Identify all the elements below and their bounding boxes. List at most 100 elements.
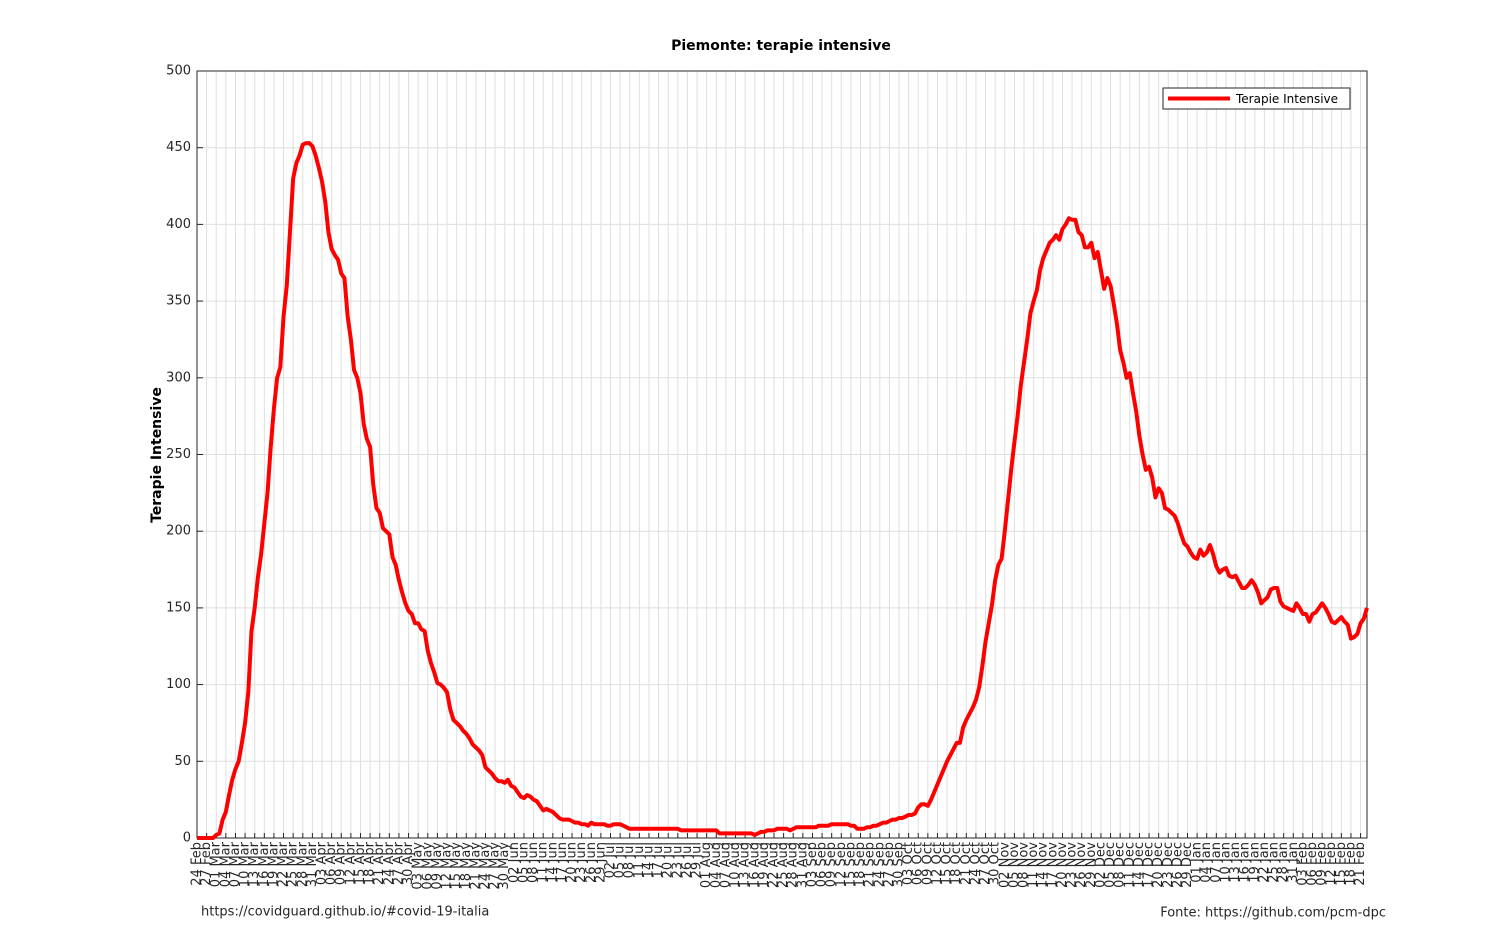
x-tick-label: 23 Jul (670, 842, 685, 878)
x-tick-label: 21 Feb (1353, 842, 1368, 886)
x-tick-label: 29 Dec (1180, 842, 1195, 888)
x-tick-label: 21 Sep (863, 842, 878, 887)
x-tick-label: 24 May (478, 842, 493, 890)
x-tick-label: 16 Jan (1238, 842, 1253, 883)
y-tick-label: 300 (166, 370, 191, 385)
x-tick-label: 21 Oct (959, 842, 974, 885)
x-tick-label: 22 Mar (276, 841, 291, 887)
y-tick-label: 100 (166, 677, 191, 692)
x-tick-label: 02 Dec (1093, 842, 1108, 888)
x-tick-label: 17 Dec (1142, 842, 1157, 888)
x-tick-label: 29 Jun (593, 842, 608, 883)
x-tick-label: 26 Nov (1074, 842, 1089, 888)
x-tick-label: 30 Apr (401, 841, 416, 885)
x-tick-label: 27 Sep (882, 842, 897, 887)
x-tick-label: 13 Jan (1228, 842, 1243, 883)
x-tick-label: 08 Dec (1113, 842, 1128, 888)
x-tick-label: 03 May (411, 842, 426, 890)
x-tick-label: 30 Sep (892, 842, 907, 887)
x-tick-label: 28 Jan (1276, 842, 1291, 883)
y-tick-label: 400 (166, 217, 191, 232)
x-tick-label: 12 Feb (1324, 842, 1339, 886)
x-tick-label: 04 Mar (218, 841, 233, 887)
y-tick-label: 450 (166, 140, 191, 155)
x-tick-label: 15 Apr (353, 841, 368, 885)
x-tick-label: 04 Jan (1199, 842, 1214, 883)
y-tick-label: 150 (166, 600, 191, 615)
x-tick-label: 17 Jul (651, 842, 666, 878)
x-tick-label: 13 Aug (738, 842, 753, 888)
x-tick-label: 22 Aug (766, 842, 781, 888)
x-tick-label: 11 Jul (632, 842, 647, 878)
x-tick-label: 23 Nov (1065, 842, 1080, 888)
x-tick-label: 20 Jun (565, 842, 580, 883)
x-tick-label: 21 May (468, 842, 483, 890)
x-tick-label: 24 Feb (190, 842, 205, 886)
x-tick-label: 25 Mar (286, 841, 301, 887)
x-tick-label: 14 Jul (641, 842, 656, 878)
x-tick-label: 03 Oct (901, 842, 916, 885)
footer-right: Fonte: https://github.com/pcm-dpc (1160, 906, 1386, 921)
x-tick-label: 24 Oct (968, 842, 983, 885)
x-tick-label: 09 Sep (824, 842, 839, 887)
x-tick-label: 03 Sep (805, 842, 820, 887)
x-tick-label: 31 Aug (795, 842, 810, 888)
x-tick-label: 17 Nov (1045, 842, 1060, 888)
y-tick-label: 50 (174, 754, 191, 769)
x-tick-label: 25 Jan (1267, 842, 1282, 883)
x-tick-label: 31 Mar (305, 841, 320, 887)
x-tick-label: 12 Apr (343, 841, 358, 885)
x-tick-label: 25 Aug (776, 842, 791, 888)
x-tick-label: 29 Jul (690, 842, 705, 878)
x-tick-label: 05 Nov (1007, 842, 1022, 888)
x-tick-label: 05 Dec (1103, 842, 1118, 888)
y-tick-label: 0 (183, 831, 191, 846)
x-tick-label: 05 Jul (613, 842, 628, 878)
x-tick-label: 30 May (497, 842, 512, 890)
x-tick-label: 07 Jan (1209, 842, 1224, 883)
x-tick-label: 03 Apr (315, 841, 330, 885)
x-tick-label: 10 Aug (728, 842, 743, 888)
y-tick-label: 350 (166, 294, 191, 309)
x-tick-label: 08 Jun (526, 842, 541, 883)
x-tick-label: 28 Mar (295, 841, 310, 887)
x-tick-label: 07 Aug (718, 842, 733, 888)
y-tick-label: 200 (166, 524, 191, 539)
x-tick-label: 18 Feb (1343, 842, 1358, 886)
x-tick-label: 06 Apr (324, 841, 339, 885)
x-tick-label: 05 Jun (516, 842, 531, 883)
x-tick-label: 04 Aug (709, 842, 724, 888)
x-tick-label: 14 Nov (1036, 842, 1051, 888)
footer-left: https://covidguard.github.io/#covid-19-i… (201, 905, 489, 920)
x-tick-label: 15 Sep (843, 842, 858, 887)
x-tick-label: 10 Jan (1218, 842, 1233, 883)
y-tick-label: 250 (166, 447, 191, 462)
x-tick-label: 17 Jun (555, 842, 570, 883)
x-tick-label: 23 Jun (574, 842, 589, 883)
x-tick-label: 13 Mar (247, 841, 262, 887)
x-tick-label: 15 Oct (940, 842, 955, 885)
x-tick-label: 11 Nov (1026, 842, 1041, 888)
x-tick-label: 08 Nov (1017, 842, 1032, 888)
x-tick-label: 11 Jun (536, 842, 551, 883)
x-tick-label: 27 Feb (199, 842, 214, 886)
x-tick-label: 28 Aug (786, 842, 801, 888)
x-tick-label: 20 Jul (661, 842, 676, 878)
x-tick-label: 20 Nov (1055, 842, 1070, 888)
x-tick-label: 20 Dec (1151, 842, 1166, 888)
x-tick-label: 27 Apr (391, 841, 406, 885)
x-tick-label: 16 Mar (257, 841, 272, 887)
x-tick-label: 29 Nov (1084, 842, 1099, 888)
x-tick-label: 31 Jan (1286, 842, 1301, 883)
x-tick-label: 01 Jan (1190, 842, 1205, 883)
x-tick-label: 22 Jan (1257, 842, 1272, 883)
x-tick-label: 27 May (488, 842, 503, 890)
x-tick-label: 12 Sep (834, 842, 849, 887)
legend-box (1162, 87, 1351, 110)
x-tick-label: 09 May (430, 842, 445, 890)
x-tick-label: 23 Dec (1161, 842, 1176, 888)
x-tick-label: 02 Nov (997, 842, 1012, 888)
x-tick-label: 18 Oct (949, 842, 964, 885)
x-tick-label: 24 Sep (872, 842, 887, 887)
